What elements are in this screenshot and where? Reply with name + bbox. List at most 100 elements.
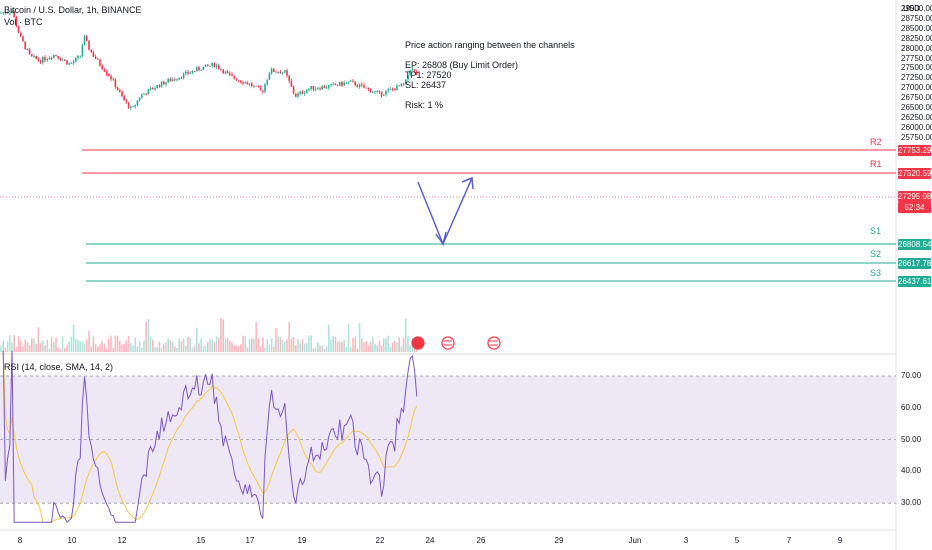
candle-body bbox=[191, 70, 194, 73]
event-icons[interactable] bbox=[411, 336, 501, 350]
volume-bar bbox=[72, 324, 75, 352]
candle-body bbox=[187, 71, 189, 74]
volume-bar bbox=[409, 345, 411, 352]
volume-bar bbox=[391, 342, 394, 352]
volume-bar bbox=[9, 335, 11, 352]
candle-body bbox=[9, 12, 11, 14]
volume-bar bbox=[112, 347, 114, 352]
volume-bar bbox=[281, 340, 284, 352]
volume-bar bbox=[174, 346, 176, 352]
volume-bar bbox=[77, 340, 79, 352]
candle-body bbox=[112, 79, 114, 81]
candle-body bbox=[288, 75, 290, 82]
candle-body bbox=[336, 85, 339, 86]
candle-body bbox=[97, 58, 99, 60]
volume-bar bbox=[42, 340, 44, 352]
candle-body bbox=[185, 71, 187, 74]
volume-bar bbox=[268, 344, 271, 352]
level-tag-r1: 27520.59 bbox=[898, 168, 932, 179]
note-line-2[interactable]: EP: 26808 (Buy Limit Order) bbox=[405, 60, 519, 70]
volume-bar bbox=[328, 324, 330, 352]
volume-bar bbox=[352, 337, 354, 352]
volume-bar bbox=[347, 324, 350, 352]
volume-bar bbox=[90, 346, 92, 352]
volume-bar bbox=[165, 342, 167, 352]
candle-body bbox=[378, 91, 381, 92]
candle-body bbox=[380, 91, 383, 96]
note-line-1[interactable]: Price action ranging between the channel… bbox=[405, 40, 575, 50]
candle-body bbox=[50, 58, 53, 59]
price-tick: 27250.00 bbox=[901, 73, 932, 83]
price-tick: 28750.00 bbox=[901, 13, 932, 23]
volume-bar bbox=[200, 338, 202, 352]
volume-bar bbox=[317, 342, 319, 352]
volume-label[interactable]: Vol · BTC bbox=[4, 17, 43, 27]
volume-bar bbox=[132, 345, 134, 352]
candle-body bbox=[46, 59, 48, 61]
candle-body bbox=[55, 55, 57, 56]
projection-arrow[interactable] bbox=[417, 176, 474, 246]
volume-bar bbox=[207, 342, 209, 352]
rsi-label[interactable]: RSI (14, close, SMA, 14, 2) bbox=[4, 362, 114, 372]
candle-body bbox=[31, 54, 33, 57]
volume-bar bbox=[68, 341, 70, 352]
candle-body bbox=[17, 26, 20, 33]
candle-body bbox=[361, 84, 363, 86]
volume-bar bbox=[88, 330, 90, 352]
candle-body bbox=[299, 91, 301, 94]
rsi-tick: 40.00 bbox=[901, 466, 922, 476]
candle-body bbox=[44, 57, 46, 61]
volume-bar bbox=[154, 346, 156, 352]
candle-body bbox=[66, 60, 68, 65]
volume-bar bbox=[374, 343, 376, 352]
volume-bar bbox=[143, 340, 145, 352]
candle-body bbox=[121, 91, 123, 96]
volume-bar bbox=[169, 340, 172, 352]
volume-bar bbox=[231, 342, 233, 352]
volume-bar bbox=[134, 337, 136, 352]
symbol-title[interactable]: Bitcoin / U.S. Dollar, 1h, BINANCE bbox=[4, 5, 142, 15]
volume-bar bbox=[79, 341, 81, 352]
candle-body bbox=[88, 40, 90, 50]
volume-bar bbox=[273, 346, 275, 352]
candle-body bbox=[57, 55, 59, 59]
us-flag-event-icon bbox=[441, 336, 455, 350]
candle-body bbox=[147, 89, 150, 95]
level-lines[interactable] bbox=[0, 149, 896, 282]
volume-bar bbox=[187, 336, 189, 352]
candle-body bbox=[48, 58, 51, 60]
candle-body bbox=[59, 58, 62, 60]
time-tick: 10 bbox=[67, 536, 77, 545]
time-tick: 9 bbox=[837, 536, 843, 545]
volume-bar bbox=[119, 340, 121, 352]
candle-body bbox=[218, 65, 220, 69]
candle-body bbox=[306, 90, 308, 93]
price-tick: 26000.00 bbox=[901, 122, 932, 132]
price-tick: 28500.00 bbox=[901, 23, 932, 33]
candle-body bbox=[295, 93, 297, 97]
volume-bar bbox=[22, 345, 24, 352]
volume-bar bbox=[367, 345, 370, 352]
candle-body bbox=[132, 106, 134, 108]
rsi-tick: 70.00 bbox=[901, 371, 922, 380]
note-line-3[interactable]: TP1: 27520 bbox=[405, 70, 452, 80]
candle-body bbox=[6, 12, 9, 14]
candle-body bbox=[127, 102, 130, 109]
volume-bar bbox=[35, 343, 37, 352]
candle-body bbox=[363, 85, 365, 88]
note-line-4[interactable]: SL: 26437 bbox=[405, 80, 447, 90]
candle-body bbox=[220, 68, 222, 70]
candle-body bbox=[83, 36, 86, 46]
volume-bar bbox=[235, 345, 238, 352]
candle-body bbox=[77, 56, 79, 59]
candle-body bbox=[116, 87, 119, 91]
candle-body bbox=[365, 87, 367, 89]
volume-bar bbox=[277, 336, 279, 352]
volume-bar bbox=[189, 337, 191, 352]
volume-bar bbox=[319, 345, 321, 352]
candle-body bbox=[398, 85, 400, 87]
note-line-5[interactable]: Risk: 1 % bbox=[405, 100, 444, 110]
candle-body bbox=[246, 82, 249, 85]
candle-body bbox=[110, 75, 112, 80]
